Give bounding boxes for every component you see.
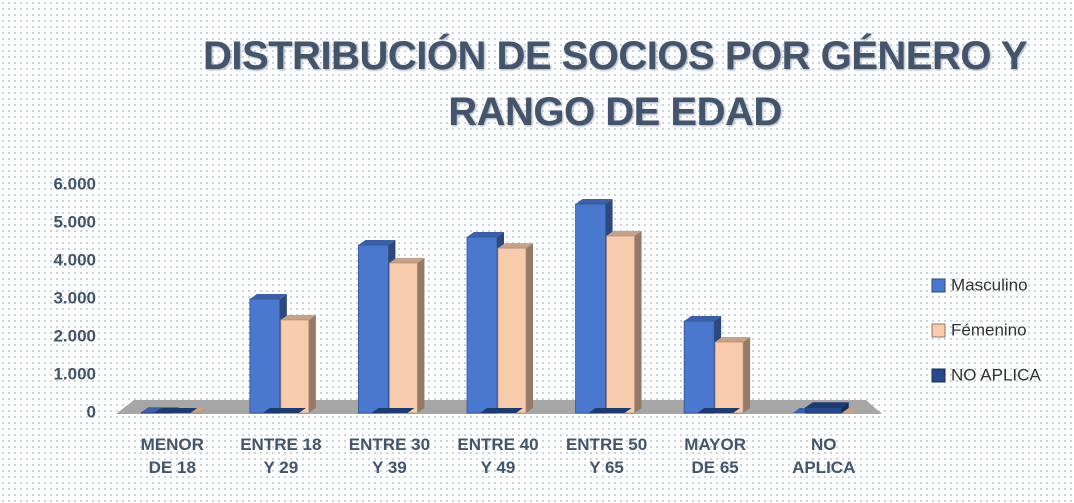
- bar: [358, 244, 389, 414]
- x-tick-label: ENTRE 40 Y 49: [457, 435, 539, 477]
- bar: [280, 319, 310, 414]
- chart-title: DISTRIBUCIÓN DE SOCIOS POR GÉNERO Y RANG…: [202, 34, 1028, 134]
- bar-top: [575, 199, 613, 204]
- bar: [466, 236, 498, 414]
- bar-top: [249, 294, 287, 299]
- y-tick-label: 2.000: [53, 326, 96, 345]
- legend-swatch: [931, 323, 946, 338]
- x-tick-label: ENTRE 50 Y 65: [565, 435, 648, 477]
- bar-top: [467, 232, 504, 238]
- legend-label: Masculino: [951, 275, 1028, 294]
- bar-side: [841, 402, 849, 413]
- bar-side: [200, 407, 208, 413]
- bar-top: [715, 336, 751, 342]
- bar-top: [280, 314, 316, 320]
- legend-label: Fémenino: [951, 320, 1027, 339]
- bar-top: [480, 408, 523, 413]
- bar: [575, 203, 606, 414]
- legend-swatch: [931, 278, 946, 293]
- bar-side: [743, 336, 751, 413]
- y-tick-label: 4.000: [53, 250, 96, 269]
- bar-side: [308, 314, 316, 413]
- x-tick-label: ENTRE 18 Y 29: [240, 435, 322, 477]
- bar-top: [358, 240, 396, 246]
- x-tick-label: ENTRE 30 Y 39: [348, 435, 431, 477]
- bar: [714, 341, 744, 414]
- bar-top: [684, 316, 722, 322]
- bar-top: [805, 402, 849, 408]
- bar: [497, 247, 527, 414]
- bar-top: [371, 408, 415, 413]
- bar-top: [154, 408, 198, 413]
- y-tick-label: 5.000: [53, 212, 96, 231]
- x-tick-label: MAYOR DE 65: [684, 435, 746, 477]
- bar-side: [634, 230, 642, 413]
- bar-top: [389, 257, 425, 263]
- bar-top: [498, 243, 533, 249]
- bar: [249, 298, 281, 414]
- bar: [389, 262, 418, 414]
- x-tick-label: NO APLICA: [792, 435, 856, 477]
- x-tick-label: MENOR DE 18: [140, 435, 204, 477]
- bar-top: [588, 408, 632, 413]
- y-tick-label: 3.000: [53, 288, 96, 307]
- legend-swatch: [931, 368, 946, 383]
- y-tick-label: 1.000: [53, 364, 96, 383]
- bar: [683, 320, 715, 414]
- bar: [606, 235, 635, 414]
- y-tick-label: 0: [87, 402, 96, 421]
- bar: [805, 406, 843, 414]
- bar-top: [262, 408, 306, 413]
- legend-label: NO APLICA: [951, 365, 1041, 384]
- bar-top: [697, 408, 741, 413]
- bar-side: [417, 257, 425, 413]
- bar-top: [606, 230, 642, 236]
- bar-side: [526, 243, 533, 413]
- y-tick-label: 6.000: [53, 174, 96, 193]
